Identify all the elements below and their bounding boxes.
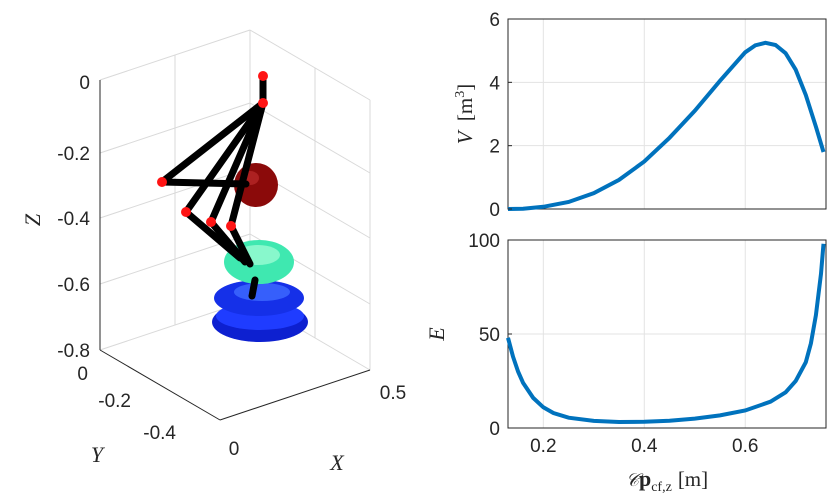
x-ticks: 0 0.5	[229, 383, 407, 460]
x-axis-label-energy: 𝒞pcf,z [m]	[626, 466, 708, 495]
y-axis-label-volume: V [m3]	[453, 84, 477, 144]
y-tick-label: 2	[489, 137, 500, 158]
xlabel-subscript: cf,z	[651, 480, 672, 495]
panel-volume: 0 2 4 6 V [m3]	[453, 10, 827, 221]
y-ticks-volume: 0 2 4 6	[489, 10, 512, 221]
x-tick-label: 0.5	[380, 383, 406, 404]
z-axis-label: Z	[20, 213, 45, 226]
y-tick-label: -0.4	[143, 423, 176, 444]
joint-marker	[181, 207, 191, 217]
x-tick-label: 0.2	[530, 436, 556, 457]
x-tick-label: 0.4	[631, 436, 658, 457]
grid-energy	[508, 239, 826, 429]
z-tick-label: -0.6	[57, 275, 90, 296]
series-line-energy	[506, 243, 826, 425]
y-axis-label: Y	[91, 442, 106, 467]
joint-marker	[258, 71, 268, 81]
x-tick-label: 0	[229, 439, 240, 460]
y-ticks-energy: 0 50 100	[468, 231, 512, 440]
y-ticks: 0 -0.2 -0.4	[77, 364, 176, 444]
z-ticks: 0 -0.2 -0.4 -0.6 -0.8	[57, 73, 90, 362]
ylabel-unit: [m	[453, 98, 477, 121]
disk-blue-top-highlight	[234, 283, 290, 301]
y-tick-label: 6	[489, 10, 500, 31]
joint-marker	[258, 98, 268, 108]
ylabel-superscript: 3	[453, 91, 468, 98]
z-tick-label: -0.4	[57, 209, 90, 230]
x-axis-label: X	[329, 450, 345, 475]
y-axis-label-energy: E	[424, 327, 449, 342]
z-tick-label: -0.8	[57, 341, 90, 362]
y-tick-label: -0.2	[98, 391, 131, 412]
y-tick-label: 0	[489, 200, 500, 221]
xlabel-bold: p	[639, 466, 651, 491]
x-tick-label: 0.6	[732, 436, 758, 457]
ylabel-close: ]	[453, 84, 477, 91]
joint-marker	[157, 177, 167, 187]
joint-marker	[226, 221, 236, 231]
axes-box-volume	[507, 18, 827, 210]
z-tick-label: 0	[79, 73, 90, 94]
robot-joints	[157, 71, 268, 231]
y-tick-label: 4	[489, 73, 500, 94]
y-tick-label: 100	[468, 231, 500, 252]
y-tick-label: 0	[489, 419, 500, 440]
y-tick-label: 50	[479, 325, 500, 346]
ellipsoids	[212, 163, 308, 342]
robot-links	[158, 72, 267, 300]
panel-3d-robot: 0 -0.2 -0.4 -0.6 -0.8 Z 0 -0.2 -0.4 Y 0 …	[20, 29, 407, 475]
x-ticks-energy: 0.2 0.4 0.6	[530, 436, 758, 457]
xlabel-unit: [m]	[678, 467, 708, 491]
z-tick-label: -0.2	[57, 144, 90, 165]
ylabel-symbol: V	[453, 129, 477, 144]
y-tick-label: 0	[77, 364, 88, 385]
series-line-volume	[507, 40, 826, 211]
3d-axes	[99, 80, 371, 421]
joint-marker	[206, 217, 216, 227]
